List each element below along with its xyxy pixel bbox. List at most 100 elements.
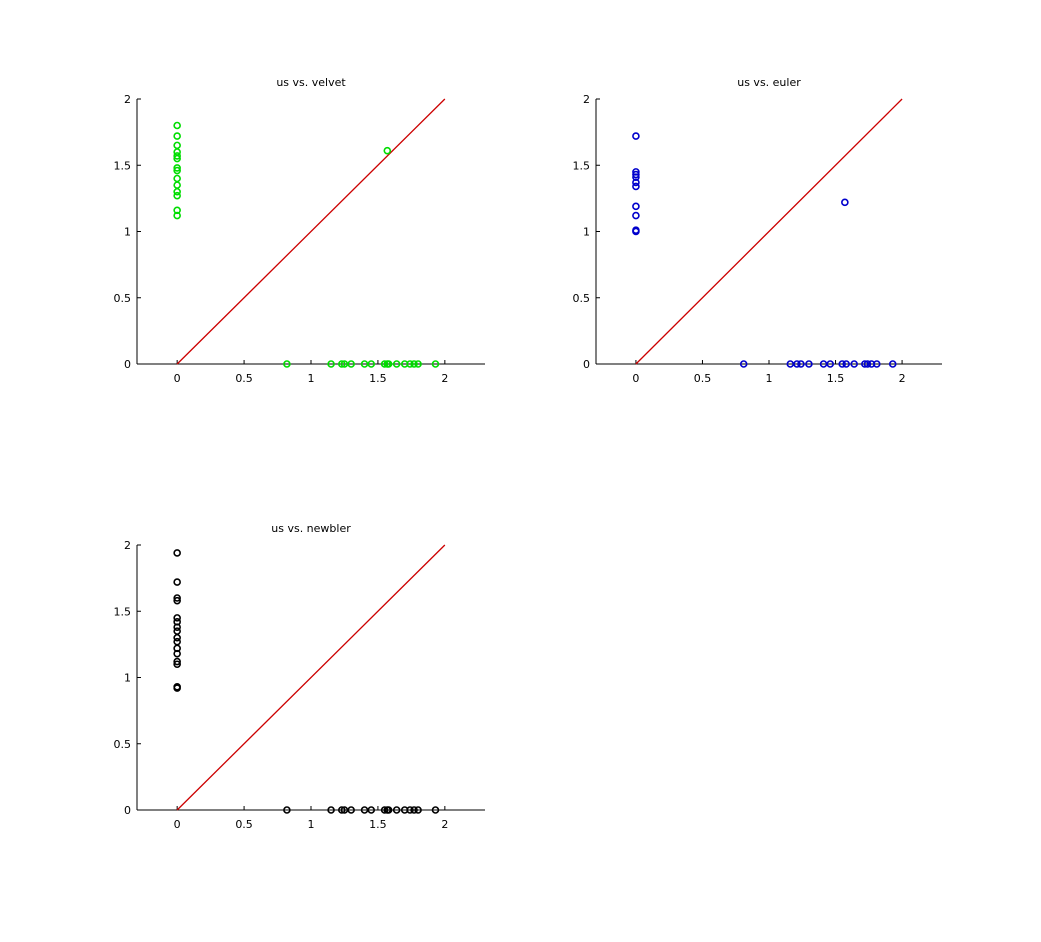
x-tick-label: 0.5 [694, 372, 712, 385]
scatter-point [173, 623, 181, 631]
x-tick-label: 1.5 [827, 372, 845, 385]
scatter-point [283, 806, 291, 814]
subplot-us-vs-velvet: us vs. velvet 0 0.5 1 1.5 2 0 0.5 1 1.5 2 [114, 76, 485, 385]
scatter-point [380, 360, 389, 368]
scatter-point [173, 649, 181, 658]
scatter-point [850, 360, 858, 368]
scatter-point [431, 806, 440, 814]
y-tick-label: 1.5 [114, 159, 132, 172]
scatter-point [173, 191, 181, 200]
scatter-point [367, 360, 376, 368]
scatter-point [347, 360, 355, 368]
x-tick-label: 2 [899, 372, 906, 385]
diagonal-line [176, 544, 446, 811]
scatter-point [863, 360, 872, 368]
scatter-point [173, 657, 181, 666]
scatter-point [392, 806, 401, 814]
scatter-point [383, 146, 392, 155]
scatter-point [367, 806, 376, 814]
scatter-point [632, 227, 640, 236]
x-tick-label: 2 [441, 372, 448, 385]
scatter-point [173, 164, 181, 172]
scatter-point [410, 360, 418, 368]
subplot-us-vs-euler: us vs. euler 0 0.5 1 1.5 2 0 0.5 1 1.5 2 [573, 76, 942, 385]
scatter-point [337, 806, 346, 814]
scatter-point [414, 360, 422, 368]
y-tick-label: 1.5 [114, 605, 132, 618]
scatter-point [173, 166, 181, 175]
scatter-point [347, 806, 355, 814]
scatter-point [414, 806, 422, 814]
x-tick-label: 1 [766, 372, 773, 385]
y-tick-label: 1 [583, 226, 590, 239]
y-tick-label: 0 [124, 804, 131, 817]
scatter-point [392, 360, 401, 368]
scatter-point [283, 360, 291, 368]
x-tick-label: 0.5 [235, 818, 253, 831]
y-tick-label: 2 [583, 93, 590, 106]
scatter-point [173, 594, 181, 602]
scatter-point [173, 121, 181, 130]
x-tick-label: 0 [174, 818, 181, 831]
x-tick-label: 0 [632, 372, 639, 385]
scatter-point [173, 132, 181, 140]
x-tick-label: 0.5 [235, 372, 253, 385]
scatter-point [327, 360, 335, 368]
y-tick-label: 1 [124, 226, 131, 239]
subplot-title: us vs. newbler [271, 522, 351, 535]
scatter-point [173, 614, 181, 622]
scatter-point [173, 684, 181, 692]
scatter-point [173, 578, 181, 586]
scatter-point [384, 360, 393, 368]
scatter-point [838, 360, 846, 368]
y-tick-label: 0.5 [114, 738, 132, 751]
subplot-us-vs-newbler: us vs. newbler 0 0.5 1 1.5 2 0 0.5 1 1.5 2 [114, 522, 485, 831]
scatter-point [410, 806, 418, 814]
scatter-point [406, 360, 414, 368]
y-tick-label: 1 [124, 672, 131, 685]
y-tick-label: 0.5 [114, 292, 132, 305]
scatter-point [173, 549, 181, 557]
scatter-point [826, 360, 835, 368]
scatter-point [173, 660, 181, 669]
scatter-point [406, 806, 414, 814]
scatter-point [841, 198, 849, 207]
y-tick-label: 0.5 [573, 292, 591, 305]
scatter-point [380, 806, 389, 814]
scatter-point [842, 360, 850, 368]
scatter-point [173, 187, 181, 196]
diagonal-line [635, 98, 903, 365]
y-tick-label: 0 [124, 358, 131, 371]
scatter-point [632, 202, 640, 211]
scatter-point [173, 154, 181, 163]
scatter-point [173, 152, 181, 160]
diagonal-line [176, 98, 446, 365]
scatter-point [632, 178, 640, 187]
scatter-point [173, 211, 181, 220]
scatter-point [431, 360, 440, 368]
scatter-point [173, 633, 181, 642]
x-tick-label: 2 [441, 818, 448, 831]
x-tick-label: 0 [174, 372, 181, 385]
scatter-point [384, 806, 393, 814]
y-tick-label: 0 [583, 358, 590, 371]
subplot-title: us vs. euler [737, 76, 801, 89]
x-tick-label: 1 [308, 818, 315, 831]
y-tick-label: 2 [124, 539, 131, 552]
scatter-point [632, 132, 640, 140]
scatter-point [872, 360, 881, 368]
scatter-point [888, 360, 897, 368]
scatter-point [632, 170, 640, 179]
scatter-point [793, 360, 801, 368]
subplot-title: us vs. velvet [276, 76, 346, 89]
scatter-point [327, 806, 335, 814]
x-tick-label: 1 [308, 372, 315, 385]
x-tick-label: 1.5 [369, 372, 387, 385]
x-tick-label: 1.5 [369, 818, 387, 831]
scatter-point [632, 182, 640, 191]
scatter-point [739, 360, 748, 368]
y-tick-label: 2 [124, 93, 131, 106]
y-tick-label: 1.5 [573, 159, 591, 172]
